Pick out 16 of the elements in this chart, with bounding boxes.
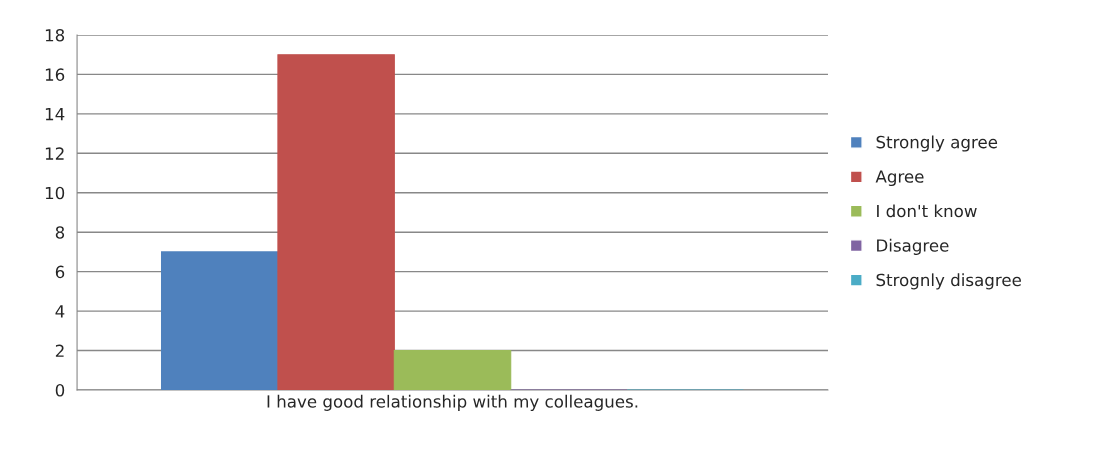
y-tick-label: 10 <box>45 186 65 200</box>
legend-label: Disagree <box>877 238 949 255</box>
y-tick-label: 12 <box>45 147 64 160</box>
y-tick-label: 2 <box>55 344 64 357</box>
y-tick-label: 18 <box>45 28 65 42</box>
y-tick-label: 16 <box>45 68 65 81</box>
legend-label: Strongly agree <box>876 135 998 152</box>
y-tick-label: 6 <box>55 265 65 279</box>
legend-label: Agree <box>875 170 924 187</box>
x-tick-label: I have good relationship with my colleagues. <box>267 394 638 411</box>
y-tick-label: 4 <box>55 305 65 318</box>
y-tick-label: 14 <box>45 108 65 121</box>
y-tick-label: 8 <box>55 226 65 239</box>
legend-label: Strognly disagree <box>876 273 1021 290</box>
y-tick-label: 0 <box>55 383 65 397</box>
legend-label: I don't know <box>877 204 977 218</box>
